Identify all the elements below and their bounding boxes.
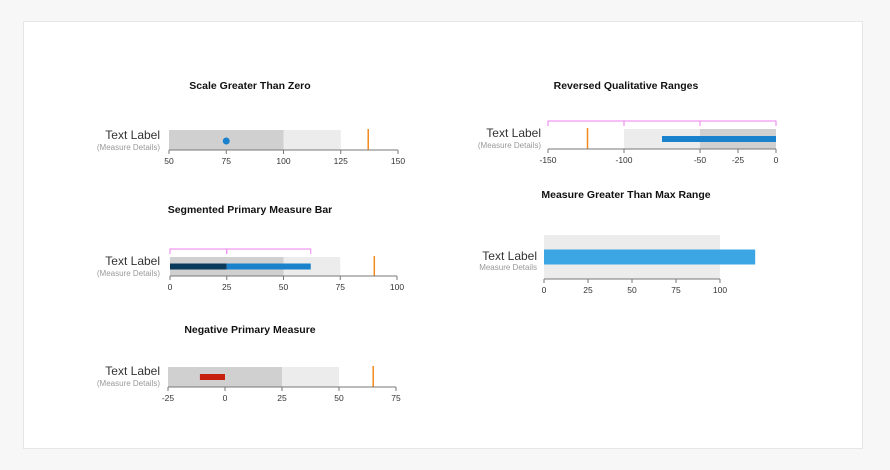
tick-label: 50 [279, 282, 289, 292]
range-bracket [547, 120, 625, 126]
tick-label: 75 [391, 393, 401, 403]
tick-label: 0 [774, 155, 779, 165]
tick-label: -25 [162, 393, 175, 403]
range-bracket [169, 248, 228, 254]
tick-label: 100 [713, 285, 727, 295]
text-label: Text Label [486, 126, 541, 140]
tick-label: 75 [671, 285, 681, 295]
measure-details: (Measure Details) [97, 379, 160, 388]
measure-segment [170, 263, 227, 270]
text-label: Text Label [482, 249, 537, 263]
tick-label: 50 [334, 393, 344, 403]
measure-details: Measure Details [479, 263, 537, 272]
chart-card [23, 21, 863, 449]
chart-title: Scale Greater Than Zero [189, 80, 310, 92]
tick-label: 125 [334, 156, 348, 166]
measure-details: (Measure Details) [97, 143, 160, 152]
tick-label: 0 [168, 282, 173, 292]
chart-title: Reversed Qualitative Ranges [554, 80, 699, 92]
measure-marker [222, 137, 230, 145]
text-label: Text Label [105, 128, 160, 142]
bullet-chart-segmented-primary-measure: Segmented Primary Measure Bar Text Label… [97, 204, 405, 292]
tick-label: 75 [336, 282, 346, 292]
bullet-chart-scale-greater-than-zero: Scale Greater Than Zero Text Label (Meas… [97, 80, 406, 166]
tick-label: 100 [276, 156, 290, 166]
primary-measure-bar [199, 374, 225, 380]
measure-details: (Measure Details) [478, 141, 541, 150]
tick-label: 50 [164, 156, 174, 166]
qualitative-range [283, 257, 341, 276]
bullet-chart-measure-greater-than-max: Measure Greater Than Max Range Text Labe… [479, 189, 756, 295]
tick-label: 75 [222, 156, 232, 166]
text-label: Text Label [105, 364, 160, 378]
bullet-chart-negative-primary-measure: Negative Primary Measure Text Label (Mea… [97, 324, 401, 403]
tick-label: 50 [627, 285, 637, 295]
qualitative-range [283, 130, 341, 150]
tick-label: -150 [539, 155, 556, 165]
measure-details: (Measure Details) [97, 269, 160, 278]
tick-label: -25 [732, 155, 745, 165]
primary-measure-bar [544, 249, 756, 265]
tick-label: -50 [694, 155, 707, 165]
range-bracket [623, 120, 701, 126]
qualitative-range [282, 367, 339, 387]
tick-label: 25 [277, 393, 287, 403]
tick-label: -100 [615, 155, 632, 165]
range-bracket [699, 120, 777, 126]
chart-title: Segmented Primary Measure Bar [168, 204, 333, 216]
tick-label: 25 [222, 282, 232, 292]
primary-measure-bar [662, 136, 776, 142]
tick-label: 0 [542, 285, 547, 295]
chart-title: Measure Greater Than Max Range [541, 189, 710, 201]
chart-title: Negative Primary Measure [184, 324, 315, 336]
tick-label: 0 [223, 393, 228, 403]
measure-segment [226, 263, 311, 270]
range-bracket [226, 248, 312, 254]
tick-label: 25 [583, 285, 593, 295]
text-label: Text Label [105, 254, 160, 268]
tick-label: 150 [391, 156, 405, 166]
bullet-chart-reversed-qualitative-ranges: Reversed Qualitative Ranges Text Label (… [478, 80, 779, 165]
tick-label: 100 [390, 282, 404, 292]
